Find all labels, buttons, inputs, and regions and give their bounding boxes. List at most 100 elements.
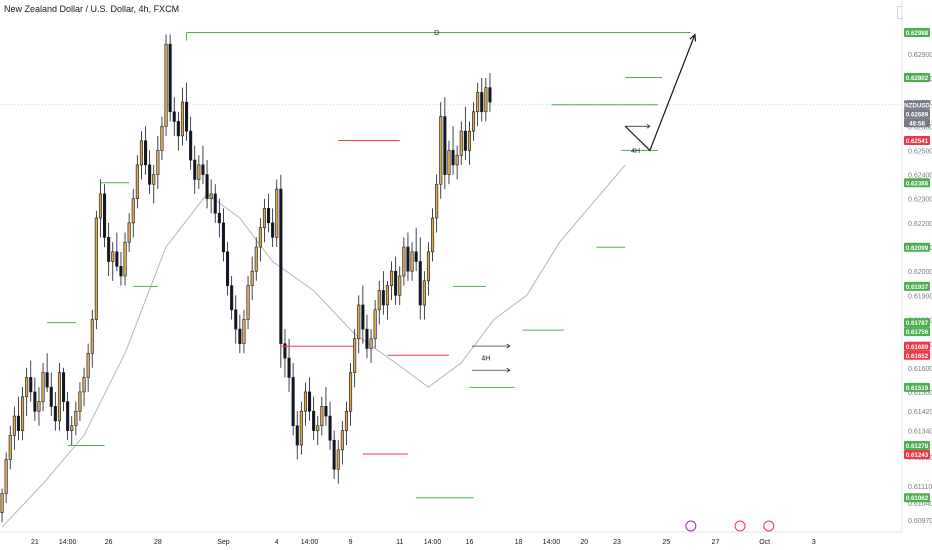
lightning-event-icon <box>685 520 697 532</box>
annotation-arrow-head <box>646 123 651 129</box>
plot-area: 4H D 4H <box>0 30 902 528</box>
bull-candle <box>447 150 451 175</box>
bull-candle <box>476 92 480 113</box>
bull-candle <box>410 251 414 272</box>
bull-candle <box>37 401 41 412</box>
bull-candle <box>152 174 156 185</box>
bear-candle <box>172 111 176 122</box>
time-tick-label: 4 <box>275 539 279 546</box>
price-tag-label: 0.62802 <box>906 75 929 82</box>
us-flag-event-icon <box>763 520 775 532</box>
bear-candle <box>381 290 385 306</box>
bear-candle <box>221 222 225 253</box>
bear-candle <box>271 222 275 238</box>
bear-candle <box>234 309 238 330</box>
chart-annotation: D <box>434 30 439 37</box>
price-tag: 0.61652 <box>904 350 930 360</box>
bull-candle <box>275 188 279 238</box>
price-tick-label: 0.61340 <box>908 429 932 436</box>
price-tag-label: 0.61062 <box>906 495 929 502</box>
bull-candle <box>111 251 115 262</box>
bear-candle <box>213 193 217 214</box>
bull-candle <box>4 459 8 494</box>
price-tag-label: 48:58 <box>909 120 925 127</box>
time-tick-label: 9 <box>349 539 353 546</box>
price-tag: 0.62802 <box>904 72 930 82</box>
bull-candle <box>320 406 324 427</box>
price-tick-label: 0.62300 <box>908 197 932 204</box>
bull-candle <box>86 352 90 378</box>
bear-candle <box>480 92 484 113</box>
price-tag: NZDUSD <box>904 100 930 110</box>
price-tick-label: 0.62900 <box>908 52 932 59</box>
bear-candle <box>443 116 447 175</box>
bear-candle <box>406 246 410 272</box>
bull-candle <box>98 193 102 219</box>
time-tick-label: 14:00 <box>59 539 77 546</box>
price-tag-label: 0.61519 <box>906 385 929 392</box>
time-tick-label: 21 <box>31 539 39 546</box>
bull-candle <box>160 125 164 151</box>
price-tick-label: 0.61500 <box>908 390 932 397</box>
chart-annotation: 4H <box>481 356 490 363</box>
level-label: 4H <box>631 148 640 155</box>
bull-candle <box>431 217 435 253</box>
projection-arrow-head <box>689 33 697 42</box>
bull-candle <box>340 430 344 451</box>
price-tag-box <box>904 100 930 110</box>
price-tag-label: 0.62689 <box>906 111 929 118</box>
price-tag: 0.61278 <box>904 441 930 451</box>
bear-candle <box>283 343 287 359</box>
price-tick-label: 0.61040 <box>908 501 932 508</box>
price-tag: 0.62366 <box>904 178 930 188</box>
price-tag-box <box>904 281 930 291</box>
bull-candle <box>127 222 131 243</box>
us-flag-event-icon <box>734 520 746 532</box>
bear-candle <box>394 270 398 296</box>
price-tag-label: 0.61756 <box>906 329 929 336</box>
bull-candle <box>455 154 459 166</box>
moving-average-line <box>1 164 626 528</box>
bull-candle <box>353 338 357 373</box>
bear-candle <box>328 415 332 441</box>
bull-candle <box>299 410 303 446</box>
time-tick-label: 20 <box>580 539 588 546</box>
annotation-arrow-head <box>506 367 511 373</box>
time-tick-label: 23 <box>613 539 621 546</box>
bull-candle <box>459 130 463 156</box>
price-tag-label: 0.62366 <box>906 180 929 187</box>
price-tag-label: 0.62541 <box>906 138 929 145</box>
bull-candle <box>242 319 246 344</box>
price-tag-label: 0.61243 <box>906 452 929 459</box>
bear-candle <box>418 261 422 306</box>
bull-candle <box>385 285 389 306</box>
price-tag-label: 0.62099 <box>906 245 929 252</box>
price-tag-label: 0.62988 <box>906 30 929 37</box>
bear-candle <box>103 193 107 238</box>
annotation-arrow-head <box>506 343 511 349</box>
time-tick-label: 14:00 <box>424 539 442 546</box>
bull-candle <box>25 377 29 398</box>
bear-candle <box>45 372 49 388</box>
bull-candle <box>246 285 250 320</box>
bull-candle <box>0 493 4 513</box>
bull-candle <box>41 372 45 402</box>
bull-candle <box>135 164 139 200</box>
time-tick-label: 16 <box>466 539 474 546</box>
price-tag-box <box>904 178 930 188</box>
bull-candle <box>139 140 143 166</box>
price-tag-box <box>904 118 930 128</box>
bull-candle <box>402 246 406 277</box>
price-tag: 0.62099 <box>904 242 930 252</box>
time-tick-label: 11 <box>396 539 403 546</box>
price-tag-label: 0.61278 <box>906 443 929 450</box>
bear-candle <box>230 285 234 311</box>
bear-candle <box>107 237 111 262</box>
price-tag-box <box>904 382 930 392</box>
price-tag: 0.61756 <box>904 327 930 337</box>
time-tick-label: 25 <box>662 539 670 546</box>
bear-candle <box>176 121 180 137</box>
bull-candle <box>467 130 471 151</box>
